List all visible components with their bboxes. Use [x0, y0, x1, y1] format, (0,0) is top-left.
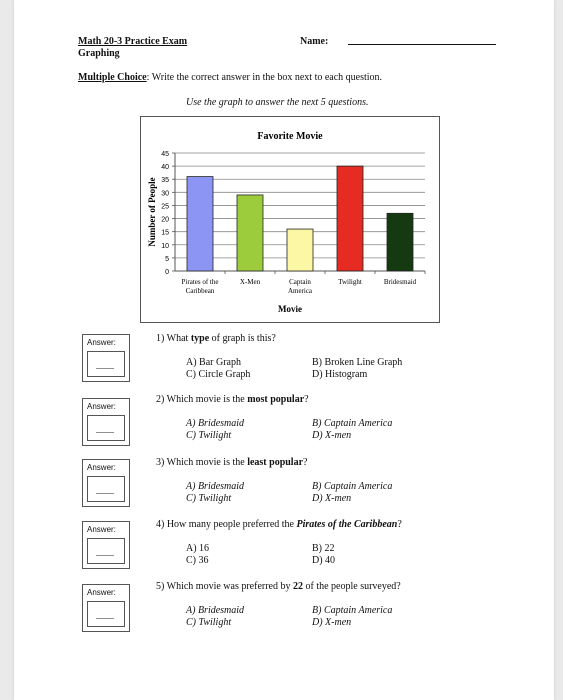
answer-box-5: Answer: ____ [82, 584, 130, 632]
bar [286, 228, 314, 272]
y-tick-label: 40 [161, 164, 169, 171]
question-emphasis: Pirates of the Caribbean [296, 519, 398, 530]
option-d: D) X-men [312, 430, 352, 441]
answer-input[interactable]: ____ [87, 538, 125, 564]
bar [236, 194, 264, 272]
question-emphasis: most popular [247, 394, 305, 405]
question-2: 2) Which movie is the most popular? [156, 394, 309, 405]
answer-label: Answer: [87, 588, 116, 597]
bar [186, 176, 214, 272]
question-text-end: ? [397, 519, 402, 530]
question-1: 1) What type of graph is this? [156, 333, 276, 344]
x-tick-label: X-Men [240, 278, 261, 286]
exam-title: Math 20-3 Practice Exam [78, 36, 188, 47]
question-text-end: of the people surveyed? [303, 581, 401, 592]
answer-label: Answer: [87, 525, 116, 534]
question-emphasis: type [190, 333, 210, 344]
question-emphasis: 22 [293, 581, 303, 592]
question-text: 1) What [156, 333, 191, 344]
question-text: 4) How many people preferred the [156, 519, 297, 530]
answer-input[interactable]: ____ [87, 601, 125, 627]
question-text: 3) Which movie is the [156, 457, 248, 468]
x-axis-label: Movie [278, 304, 302, 314]
y-tick-label: 45 [161, 151, 169, 158]
y-tick-label: 30 [161, 190, 169, 197]
option-b: B) Captain America [312, 418, 393, 429]
question-text-end: ? [303, 457, 308, 468]
option-d: D) Histogram [312, 369, 368, 380]
answer-blank: ____ [96, 610, 114, 620]
x-tick-label: Caribbean [186, 287, 215, 295]
x-tick-label: Pirates of the [182, 278, 219, 286]
y-tick-label: 0 [165, 269, 169, 276]
option-a: A) Bridesmaid [186, 605, 245, 616]
answer-label: Answer: [87, 338, 116, 347]
chart-title: Favorite Movie [257, 131, 323, 142]
option-c: C) Twilight [186, 493, 232, 504]
option-c: C) 36 [186, 555, 209, 566]
question-3: 3) Which movie is the least popular? [156, 457, 307, 468]
option-a: A) 16 [186, 543, 210, 554]
answer-box-3: Answer: ____ [82, 459, 130, 507]
y-tick-label: 5 [165, 256, 169, 263]
option-a: A) Bar Graph [186, 357, 241, 368]
graph-note: Use the graph to answer the next 5 quest… [186, 97, 369, 108]
option-a: A) Bridesmaid [186, 418, 245, 429]
y-tick-label: 25 [161, 203, 169, 210]
option-c: C) Twilight [186, 617, 232, 628]
answer-box-1: Answer: ____ [82, 334, 130, 382]
answer-input[interactable]: ____ [87, 415, 125, 441]
x-tick-label: Twilight [338, 278, 362, 286]
option-c: C) Circle Graph [186, 369, 251, 380]
exam-subtitle: Graphing [78, 48, 120, 59]
chart-frame: Favorite Movie 0 5 10 15 20 25 30 35 40 45 Pirates … [140, 116, 440, 323]
x-tick-label: America [288, 287, 313, 295]
x-tick-label: Captain [289, 278, 311, 286]
instructions-text: : Write the correct answer in the box ne… [146, 72, 383, 83]
answer-blank: ____ [96, 547, 114, 557]
bar [386, 212, 414, 272]
answer-blank: ____ [96, 485, 114, 495]
exam-sheet: Math 20-3 Practice Exam Graphing Name: M… [14, 0, 554, 700]
y-axis-label: Number of People [147, 177, 157, 246]
name-label: Name: [300, 36, 329, 47]
favorite-movie-bar-chart: Favorite Movie 0 5 10 15 20 25 30 35 40 45 Pirates … [147, 131, 426, 314]
option-b: B) Broken Line Graph [312, 357, 403, 368]
y-tick-label: 35 [161, 177, 169, 184]
option-a: A) Bridesmaid [186, 481, 245, 492]
question-4: 4) How many people preferred the Pirates… [156, 519, 402, 530]
answer-blank: ____ [96, 424, 114, 434]
answer-input[interactable]: ____ [87, 351, 125, 377]
option-d: D) X-men [312, 493, 352, 504]
question-5: 5) Which movie was preferred by 22 of th… [156, 581, 401, 592]
y-tick-label: 20 [161, 217, 169, 224]
question-text-end: of graph is this? [209, 333, 276, 344]
multiple-choice-label: Multiple Choice [78, 72, 147, 83]
name-field-line[interactable] [348, 44, 496, 45]
question-text-end: ? [304, 394, 309, 405]
answer-box-4: Answer: ____ [82, 521, 130, 569]
answer-blank: ____ [96, 360, 114, 370]
option-b: B) Captain America [312, 481, 393, 492]
answer-label: Answer: [87, 463, 116, 472]
option-d: D) X-men [312, 617, 352, 628]
answer-input[interactable]: ____ [87, 476, 125, 502]
y-tick-label: 15 [161, 230, 169, 237]
question-text: 2) Which movie is the [156, 394, 248, 405]
instructions: Multiple Choice: Write the correct answe… [78, 72, 382, 83]
answer-label: Answer: [87, 402, 116, 411]
option-c: C) Twilight [186, 430, 232, 441]
question-text: 5) Which movie was preferred by [156, 581, 293, 592]
question-emphasis: least popular [247, 457, 304, 468]
bar [336, 165, 364, 272]
y-tick-label: 10 [161, 243, 169, 250]
option-b: B) 22 [312, 543, 335, 554]
x-tick-label: Bridesmaid [384, 278, 417, 286]
answer-box-2: Answer: ____ [82, 398, 130, 446]
option-d: D) 40 [312, 555, 336, 566]
option-b: B) Captain America [312, 605, 393, 616]
